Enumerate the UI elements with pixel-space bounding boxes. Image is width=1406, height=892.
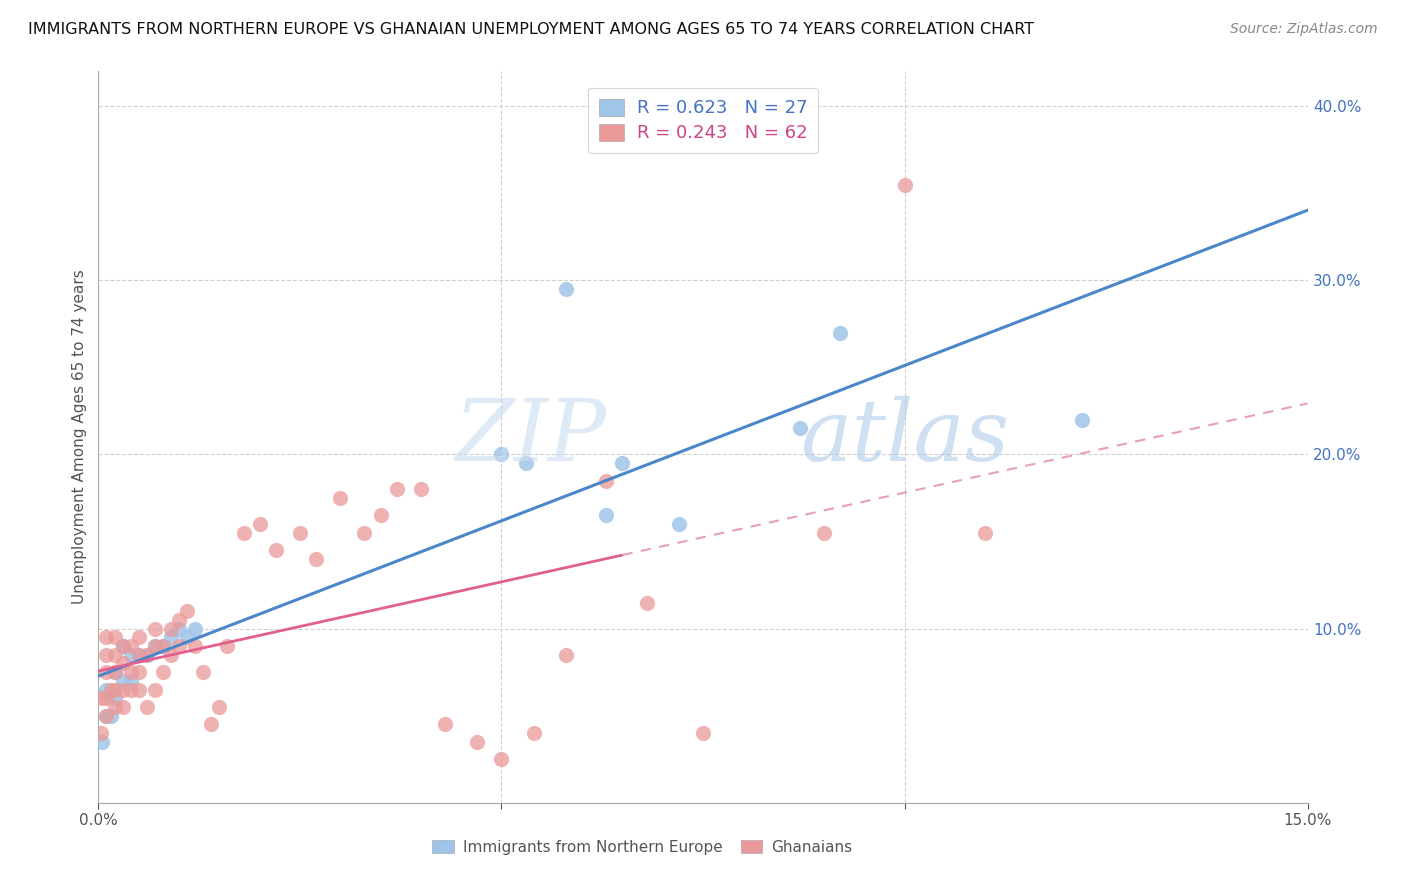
Y-axis label: Unemployment Among Ages 65 to 74 years: Unemployment Among Ages 65 to 74 years xyxy=(72,269,87,605)
Point xyxy=(91,691,114,706)
Point xyxy=(555,648,578,662)
Point xyxy=(103,700,125,714)
Point xyxy=(135,700,157,714)
Point xyxy=(160,648,183,662)
Point xyxy=(90,726,112,740)
Point xyxy=(595,508,617,523)
Point xyxy=(96,682,118,697)
Point xyxy=(491,752,513,766)
Text: Source: ZipAtlas.com: Source: ZipAtlas.com xyxy=(1230,22,1378,37)
Point xyxy=(111,639,134,653)
Point xyxy=(128,648,150,662)
Point xyxy=(288,525,311,540)
Point xyxy=(120,639,142,653)
Point xyxy=(111,700,134,714)
Point xyxy=(167,613,190,627)
Point xyxy=(152,639,174,653)
Point xyxy=(96,708,118,723)
Point xyxy=(555,282,578,296)
Point xyxy=(96,648,118,662)
Point xyxy=(176,631,198,645)
Point xyxy=(96,631,118,645)
Text: IMMIGRANTS FROM NORTHERN EUROPE VS GHANAIAN UNEMPLOYMENT AMONG AGES 65 TO 74 YEA: IMMIGRANTS FROM NORTHERN EUROPE VS GHANA… xyxy=(28,22,1035,37)
Text: ZIP: ZIP xyxy=(454,396,606,478)
Point xyxy=(193,665,215,680)
Point xyxy=(111,682,134,697)
Point xyxy=(167,639,190,653)
Point xyxy=(200,717,222,731)
Point xyxy=(1070,412,1092,426)
Point xyxy=(595,474,617,488)
Point xyxy=(103,631,125,645)
Point xyxy=(128,665,150,680)
Point xyxy=(828,326,851,340)
Point xyxy=(232,525,254,540)
Point xyxy=(370,508,392,523)
Point xyxy=(103,648,125,662)
Point xyxy=(111,673,134,688)
Point xyxy=(789,421,811,435)
Point xyxy=(100,682,122,697)
Point xyxy=(152,639,174,653)
Point xyxy=(111,657,134,671)
Point xyxy=(893,178,915,192)
Point xyxy=(135,648,157,662)
Point xyxy=(515,456,537,470)
Point xyxy=(96,691,118,706)
Point xyxy=(143,639,166,653)
Point xyxy=(120,673,142,688)
Point xyxy=(128,648,150,662)
Point xyxy=(143,639,166,653)
Point xyxy=(249,517,271,532)
Point xyxy=(143,622,166,636)
Point xyxy=(612,456,634,470)
Point xyxy=(96,665,118,680)
Point xyxy=(160,631,183,645)
Point xyxy=(208,700,231,714)
Point xyxy=(135,648,157,662)
Point xyxy=(184,622,207,636)
Point xyxy=(523,726,546,740)
Point xyxy=(143,682,166,697)
Point xyxy=(217,639,239,653)
Point xyxy=(120,682,142,697)
Point xyxy=(103,665,125,680)
Legend: Immigrants from Northern Europe, Ghanaians: Immigrants from Northern Europe, Ghanaia… xyxy=(426,834,859,861)
Point xyxy=(353,525,375,540)
Point xyxy=(120,648,142,662)
Point xyxy=(96,708,118,723)
Point xyxy=(305,552,328,566)
Point xyxy=(103,682,125,697)
Point xyxy=(668,517,690,532)
Point xyxy=(184,639,207,653)
Point xyxy=(434,717,457,731)
Point xyxy=(329,491,352,505)
Point xyxy=(100,708,122,723)
Point xyxy=(103,665,125,680)
Point xyxy=(103,691,125,706)
Point xyxy=(167,622,190,636)
Point xyxy=(264,543,287,558)
Point xyxy=(636,595,658,609)
Point xyxy=(176,604,198,618)
Point xyxy=(692,726,714,740)
Point xyxy=(111,639,134,653)
Point xyxy=(160,622,183,636)
Point xyxy=(491,448,513,462)
Point xyxy=(465,735,488,749)
Point xyxy=(91,735,114,749)
Point xyxy=(152,665,174,680)
Point xyxy=(120,665,142,680)
Point xyxy=(128,682,150,697)
Text: atlas: atlas xyxy=(800,396,1010,478)
Point xyxy=(409,483,432,497)
Point xyxy=(128,631,150,645)
Point xyxy=(974,525,997,540)
Point xyxy=(385,483,408,497)
Point xyxy=(813,525,835,540)
